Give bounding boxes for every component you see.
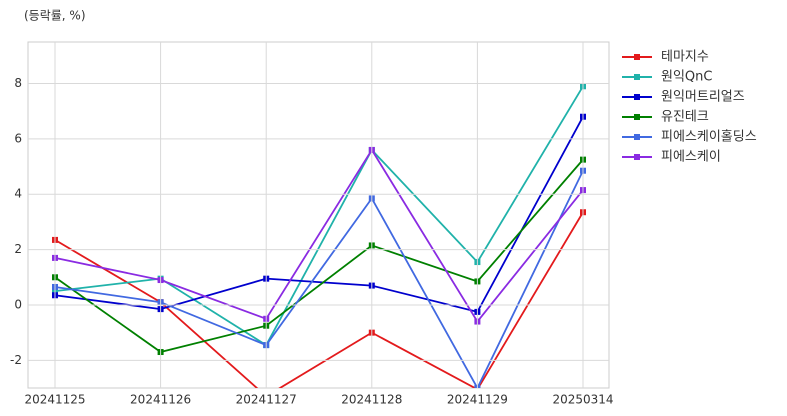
x-tick-label: 20250314 <box>552 393 613 407</box>
legend-marker <box>634 94 640 100</box>
series-line <box>54 148 584 324</box>
plot-frame <box>27 41 610 389</box>
series-line <box>54 85 584 347</box>
legend-label: 원익머트리얼즈 <box>661 90 745 105</box>
legend-label: 피에스케이 <box>661 150 721 165</box>
legend-marker <box>634 154 640 160</box>
y-tick-label: 6 <box>14 131 22 145</box>
x-tick-label: 20241129 <box>447 393 508 407</box>
series-line <box>54 211 584 388</box>
legend-label: 피에스케이홀딩스 <box>661 130 757 145</box>
series-line <box>54 170 584 388</box>
y-tick-label: -2 <box>10 353 22 367</box>
plot-area <box>52 83 586 388</box>
x-tick-label: 20241125 <box>24 393 85 407</box>
x-tick-label: 20241128 <box>341 393 402 407</box>
legend-marker <box>634 134 640 140</box>
legend-label: 원익QnC <box>661 70 712 85</box>
y-tick-label: 8 <box>14 76 22 90</box>
series-line <box>54 116 584 313</box>
legend-label: 유진테크 <box>661 110 709 125</box>
x-tick-label: 20241127 <box>236 393 297 407</box>
y-tick-label: 0 <box>14 297 22 311</box>
y-tick-label: 2 <box>14 242 22 256</box>
legend-marker <box>634 114 640 120</box>
y-axis-label: (등락률, %) <box>24 9 86 23</box>
legend-marker <box>634 74 640 80</box>
legend-marker <box>634 54 640 60</box>
y-tick-label: 4 <box>14 187 22 201</box>
x-tick-label: 20241126 <box>130 393 191 407</box>
legend-label: 테마지수 <box>661 50 709 65</box>
series-line <box>54 159 584 353</box>
